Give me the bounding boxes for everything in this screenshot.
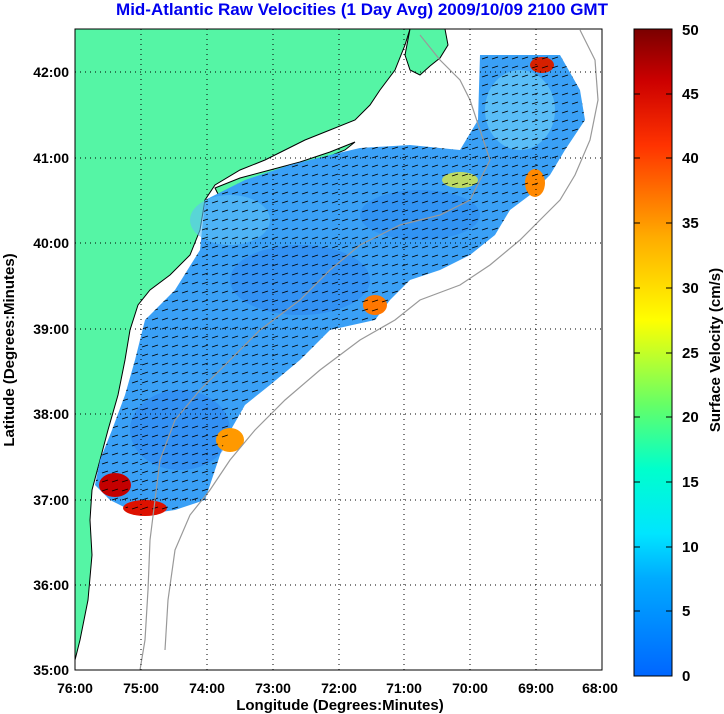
- x-tick-label: 75:00: [123, 680, 159, 696]
- plot-frame: [74, 28, 603, 671]
- y-tick-label: 39:00: [33, 321, 69, 337]
- colorbar-tick-label: 10: [682, 539, 699, 556]
- colorbar-tick-label: 0: [682, 668, 690, 685]
- y-tick-label: 40:00: [33, 235, 69, 251]
- colorbar-tick-label: 20: [682, 409, 699, 426]
- y-tick-label: 37:00: [33, 492, 69, 508]
- land-mass: [75, 29, 411, 661]
- colorbar: [633, 28, 673, 677]
- colorbar-ticks: [634, 93, 672, 612]
- colorbar-tick-label: 5: [682, 603, 690, 620]
- colorbar-tick-label: 15: [682, 474, 699, 491]
- colorbar-tick-label: 30: [682, 280, 699, 297]
- cape-cod: [404, 29, 449, 76]
- y-tick-label: 36:00: [33, 577, 69, 593]
- y-tick-labels: 35:00 36:00 37:00 38:00 39:00 40:00 41:0…: [33, 64, 69, 678]
- x-tick-label: 76:00: [57, 680, 93, 696]
- y-axis-title: Latitude (Degrees:Minutes): [1, 253, 18, 446]
- chart-title: Mid-Atlantic Raw Velocities (1 Day Avg) …: [116, 0, 608, 19]
- y-tick-label: 42:00: [33, 64, 69, 80]
- x-tick-label: 68:00: [582, 680, 618, 696]
- x-tick-label: 74:00: [189, 680, 225, 696]
- y-tick-label: 38:00: [33, 406, 69, 422]
- grid: [75, 29, 602, 670]
- x-tick-label: 69:00: [518, 680, 554, 696]
- x-tick-label: 71:00: [386, 680, 422, 696]
- x-tick-labels: 76:00 75:00 74:00 73:00 72:00 71:00 70:0…: [57, 680, 618, 696]
- x-tick-label: 73:00: [255, 680, 291, 696]
- colorbar-tick-label: 40: [682, 150, 699, 167]
- colorbar-title: Surface Velocity (cm/s): [707, 268, 724, 432]
- colorbar-tick-label: 35: [682, 215, 699, 232]
- y-tick-label: 35:00: [33, 662, 69, 678]
- colorbar-tick-labels: 0 5 10 15 20 25 30 35 40 45 50: [682, 22, 699, 685]
- x-axis-title: Longitude (Degrees:Minutes): [236, 697, 444, 714]
- x-tick-label: 70:00: [452, 680, 488, 696]
- x-tick-label: 72:00: [321, 680, 357, 696]
- colorbar-tick-label: 45: [682, 86, 699, 103]
- isobaths: [139, 29, 599, 670]
- colorbar-tick-label: 25: [682, 345, 699, 362]
- colorbar-tick-label: 50: [682, 22, 699, 39]
- y-tick-label: 41:00: [33, 150, 69, 166]
- velocity-arrows: [95, 55, 585, 515]
